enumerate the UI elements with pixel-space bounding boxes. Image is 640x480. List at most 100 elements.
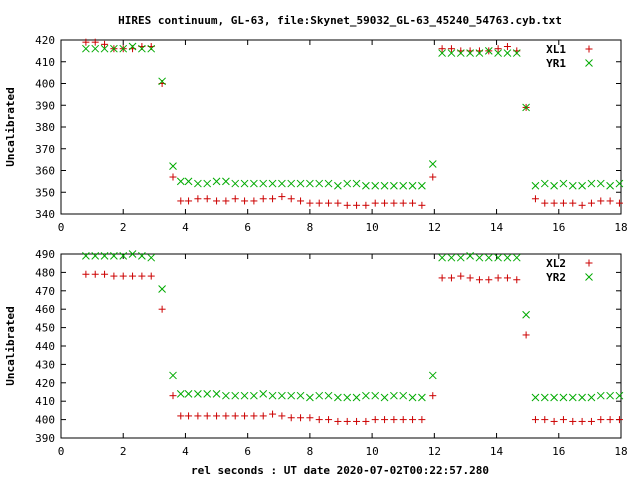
data-point [325,199,333,207]
data-point [231,179,240,188]
data-point [447,49,456,57]
legend-label: YR2 [546,271,566,284]
data-point [353,417,361,425]
data-point [250,412,258,420]
data-point [119,272,127,280]
x-tick-label: 2 [120,221,127,234]
data-point [352,393,361,402]
data-point [268,391,277,400]
y-tick-label: 340 [35,208,55,221]
data-point [503,49,512,57]
data-point [606,391,614,400]
data-point [306,199,314,207]
data-point [597,197,605,205]
y-tick-label: 480 [35,266,55,279]
data-point [353,201,361,209]
data-point [324,391,333,400]
data-point [82,251,90,260]
data-point [315,391,324,400]
x-tick-label: 6 [244,221,251,234]
data-point [325,416,333,424]
data-point [129,272,137,280]
data-point [503,253,512,262]
data-point [466,49,474,57]
data-point [147,44,156,53]
data-point [343,179,352,188]
x-tick-label: 18 [614,221,627,234]
data-point [240,179,249,188]
data-point [531,416,539,424]
data-point [438,274,446,282]
data-point [550,417,558,425]
data-point [559,393,568,402]
y-tick-label: 470 [35,285,55,298]
data-point [457,272,465,280]
data-point [101,270,109,278]
y-tick-label: 390 [35,432,55,445]
data-point [240,391,249,400]
data-point [203,179,212,188]
data-point [287,414,295,422]
data-point [315,199,323,207]
x-tick-label: 12 [428,445,441,458]
data-point [409,199,417,207]
data-point [147,272,155,280]
y-tick-label: 370 [35,143,55,156]
data-point [494,253,502,262]
x-tick-label: 14 [490,445,504,458]
data-point [429,173,437,181]
data-point [169,392,177,400]
data-point [269,410,277,418]
data-point [381,416,389,424]
x-tick-label: 8 [307,221,314,234]
data-point [418,416,426,424]
data-point [615,416,623,424]
data-point [438,49,446,57]
data-point [522,310,530,319]
data-point [428,371,437,380]
data-point [203,412,211,420]
data-point [513,276,521,284]
data-point [128,250,137,258]
data-point [231,391,240,400]
x-tick-label: 4 [182,221,189,234]
data-point [615,179,624,188]
data-point [447,45,455,53]
x-tick-label: 16 [552,445,565,458]
data-point [531,181,540,190]
data-point [100,251,109,260]
y-tick-label: 490 [35,248,55,261]
data-point [297,414,305,422]
data-point [278,412,286,420]
data-point [259,389,268,398]
data-point [297,197,305,205]
data-point [352,179,361,188]
y-tick-label: 450 [35,322,55,335]
data-point [456,253,465,262]
data-point [213,197,221,205]
data-point [569,199,577,207]
data-point [531,195,539,203]
data-point [101,40,109,48]
data-point [503,43,511,51]
data-point [169,371,177,380]
data-point [194,179,202,188]
y-tick-label: 360 [35,165,55,178]
data-point [428,160,437,168]
data-point [466,251,474,260]
data-point [606,197,614,205]
x-tick-label: 4 [182,445,189,458]
data-point [418,201,426,209]
data-point [522,103,530,112]
data-point [203,389,212,398]
y-axis-label: Uncalibrated [4,306,17,385]
data-point [343,393,352,402]
data-point [158,305,166,313]
data-point [296,391,305,400]
data-point [110,272,118,280]
data-point [484,47,493,55]
data-point [138,251,146,260]
data-point [128,42,137,51]
data-point [82,270,90,278]
